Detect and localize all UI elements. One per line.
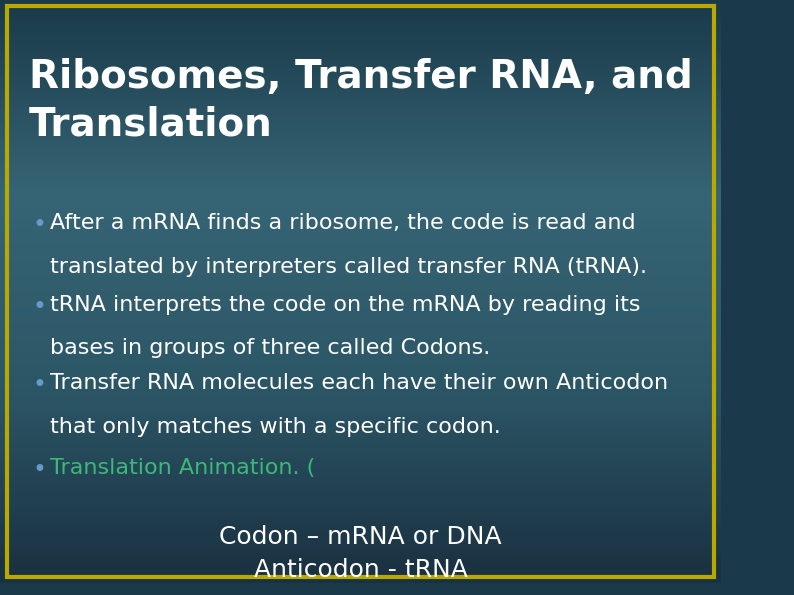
Text: •: • — [33, 458, 46, 482]
Text: Translation Animation. (: Translation Animation. ( — [51, 458, 316, 478]
Text: bases in groups of three called Codons.: bases in groups of three called Codons. — [51, 339, 491, 358]
Text: that only matches with a specific codon.: that only matches with a specific codon. — [51, 417, 501, 437]
Text: •: • — [33, 295, 46, 318]
Text: translated by interpreters called transfer RNA (tRNA).: translated by interpreters called transf… — [51, 256, 647, 277]
Text: Ribosomes, Transfer RNA, and
Translation: Ribosomes, Transfer RNA, and Translation — [29, 58, 692, 143]
Text: tRNA interprets the code on the mRNA by reading its: tRNA interprets the code on the mRNA by … — [51, 295, 641, 315]
Text: Transfer RNA molecules each have their own Anticodon: Transfer RNA molecules each have their o… — [51, 373, 669, 393]
Text: After a mRNA finds a ribosome, the code is read and: After a mRNA finds a ribosome, the code … — [51, 213, 636, 233]
Text: Codon – mRNA or DNA
Anticodon - tRNA: Codon – mRNA or DNA Anticodon - tRNA — [219, 525, 502, 583]
Text: •: • — [33, 373, 46, 397]
Text: •: • — [33, 213, 46, 237]
